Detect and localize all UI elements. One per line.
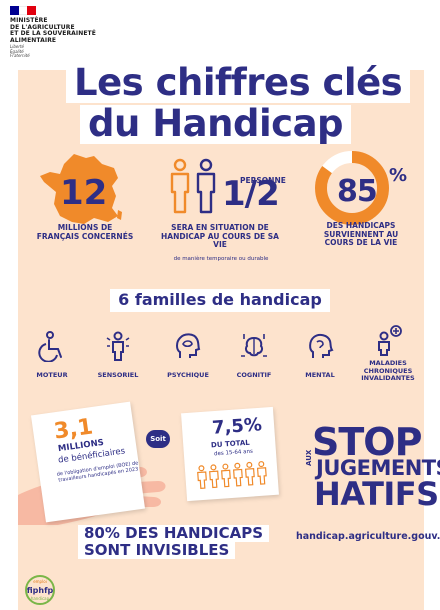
cognitive-brain-icon [241, 334, 267, 357]
stat-half-unit: PERSONNE [240, 176, 286, 185]
svg-text:emploi: emploi [33, 579, 47, 584]
stat-half-label: SERA EN SITUATION DE HANDICAP AU COURS D… [161, 223, 279, 249]
stat-85-unit: % [389, 165, 408, 186]
wheelchair-icon [38, 331, 62, 362]
title-line-2: du Handicap [80, 105, 352, 144]
invisible-handicaps-text: 80% DES HANDICAPS SONT INVISIBLES [78, 525, 270, 559]
family-label-cognitif: COGNITIF [236, 371, 272, 379]
soit-badge: Soit [146, 430, 170, 448]
france-map-icon [40, 154, 122, 224]
stop-text: STOP [312, 420, 422, 464]
stat-85-value: 85 [337, 174, 378, 209]
stat-half-value: 1/2 [222, 174, 280, 214]
stat-half-note: de manière temporaire ou durable [173, 256, 269, 262]
stat-12-value: 12 [60, 173, 108, 213]
title-line-1: Les chiffres clés [66, 64, 411, 103]
ministry-name: MINISTÈRE DE L'AGRICULTURE ET DE LA SOUV… [10, 17, 96, 44]
chronic-disease-icon [378, 325, 402, 356]
svg-text:fiphfp: fiphfp [27, 586, 54, 595]
hatifs-text: HATIFS [314, 475, 439, 513]
page-title: Les chiffres clés du Handicap [66, 64, 411, 144]
svg-text:handicap: handicap [31, 596, 50, 601]
family-label-maladies: MALADIES CHRONIQUES INVALIDANTES [361, 359, 415, 382]
note-value: 7,5% [211, 414, 263, 439]
website-url[interactable]: handicap.agriculture.gouv.fr [296, 531, 440, 542]
psychic-head-icon [176, 333, 201, 358]
jugements-text: JUGEMENTS [316, 456, 440, 480]
stat-12-label: MILLIONS DE FRANÇAIS CONCERNÉS [36, 223, 134, 241]
republique-flag-icon [10, 6, 37, 15]
percent-ring-icon [315, 151, 389, 225]
families-heading: 6 familles de handicap [0, 289, 440, 312]
family-label-mental: MENTAL [305, 371, 335, 379]
family-label-moteur: MOTEUR [36, 371, 68, 379]
two-persons-icon [170, 158, 216, 214]
republic-motto: Liberté Égalité Fraternité [10, 44, 30, 58]
family-label-sensoriel: SENSORIEL [97, 371, 139, 379]
sensory-person-icon [106, 331, 130, 361]
people-group-icon [197, 461, 267, 489]
fiphfp-logo: emploi fiphfp handicap [25, 575, 55, 605]
stat-85-label: DES HANDICAPS SURVIENNENT AU COURS DE LA… [323, 221, 399, 247]
aux-text: AUX [305, 449, 313, 466]
mental-head-icon [309, 333, 334, 358]
family-label-psychique: PSYCHIQUE [167, 371, 209, 379]
